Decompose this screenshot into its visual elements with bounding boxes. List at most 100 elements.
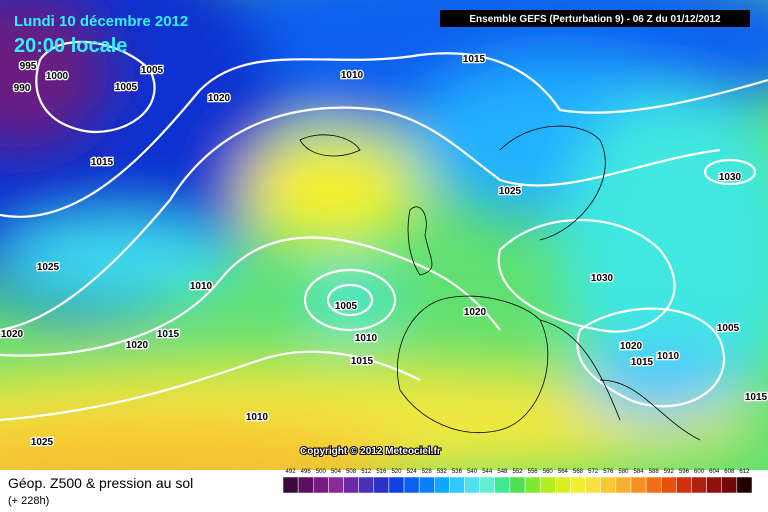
isobar-label: 1025	[37, 262, 60, 273]
scale-label: 592	[664, 469, 675, 475]
scale-label: 548	[497, 469, 508, 475]
scale-swatch	[721, 476, 738, 494]
forecast-date: Lundi 10 décembre 2012	[14, 13, 188, 30]
scale-label: 532	[437, 469, 448, 475]
scale-swatch	[645, 476, 662, 494]
scale-swatch	[585, 476, 601, 494]
isobar-label: 1015	[463, 54, 486, 65]
isobar-label: 1020	[464, 307, 487, 318]
isobar-label: 1020	[620, 341, 643, 352]
forecast-time: 20:00 locale	[14, 35, 127, 57]
scale-swatch	[555, 476, 571, 494]
scale-swatch	[297, 476, 314, 494]
scale-label: 516	[376, 469, 387, 475]
scale-swatch	[358, 476, 375, 494]
scale-swatch	[706, 476, 722, 494]
isobar-label: 1020	[1, 329, 24, 340]
scale-swatch	[388, 476, 405, 494]
isobar-label: 1010	[657, 351, 680, 362]
scale-swatch	[570, 476, 586, 494]
scale-label: 504	[331, 469, 342, 475]
scale-swatch	[449, 476, 465, 494]
scale-swatch	[434, 476, 450, 494]
scale-label: 492	[286, 469, 297, 475]
isobar-label: 990	[14, 83, 31, 94]
isobar-label: 1015	[631, 357, 654, 368]
scale-label: 560	[543, 469, 554, 475]
isobar-label: 1005	[141, 65, 164, 76]
scale-label: 500	[316, 469, 327, 475]
scale-label: 544	[482, 469, 493, 475]
copyright: Copyright © 2012 Meteociel.fr	[300, 446, 441, 457]
scale-swatch	[600, 476, 617, 494]
scale-swatch	[373, 476, 390, 494]
scale-label: 572	[588, 469, 599, 475]
scale-label: 508	[346, 469, 357, 475]
scale-label: 556	[528, 469, 539, 475]
isobar-label: 1005	[115, 82, 138, 93]
isobar-label: 1010	[355, 333, 378, 344]
scale-swatch	[660, 476, 677, 494]
isobar-label: 1005	[717, 323, 740, 334]
scale-label: 580	[618, 469, 629, 475]
footer-lead: (+ 228h)	[8, 495, 49, 507]
scale-swatch	[313, 476, 329, 494]
scale-label: 536	[452, 469, 463, 475]
scale-swatch	[630, 476, 647, 494]
isobar-label: 1015	[91, 157, 114, 168]
scale-swatch	[403, 476, 420, 494]
isobar-label: 1010	[341, 70, 364, 81]
run-info: Ensemble GEFS (Perturbation 9) - 06 Z du…	[469, 14, 721, 25]
scale-swatch	[418, 476, 435, 494]
scale-swatch	[676, 476, 692, 494]
scale-swatch	[494, 476, 511, 494]
isobar-label: 1020	[126, 340, 149, 351]
scale-swatch	[464, 476, 480, 494]
scale-label: 600	[694, 469, 705, 475]
scale-swatch	[736, 476, 753, 494]
footer-title: Géop. Z500 & pression au sol	[8, 475, 193, 491]
scale-label: 604	[709, 469, 720, 475]
scale-label: 552	[512, 469, 523, 475]
isobar-label: 1005	[335, 301, 358, 312]
isobar-label: 1010	[246, 412, 269, 423]
isobar-label: 1015	[157, 329, 180, 340]
isobar-lines	[0, 40, 768, 422]
scale-label: 588	[649, 469, 660, 475]
scale-label: 512	[361, 469, 372, 475]
scale-label: 524	[407, 469, 418, 475]
coastlines	[299, 125, 701, 441]
scale-label: 528	[422, 469, 433, 475]
scale-label: 612	[739, 469, 750, 475]
scale-label: 568	[573, 469, 584, 475]
isobar-label: 1015	[351, 356, 374, 367]
isobar-label: 1020	[208, 93, 231, 104]
scale-label: 576	[603, 469, 614, 475]
isobar-label: 1030	[719, 172, 742, 183]
isobar-label: 1015	[745, 392, 768, 403]
scale-swatch	[328, 476, 344, 494]
scale-swatch	[479, 476, 496, 494]
color-scale: 492 496 500 504 508 512 516 520 524 528 532 536 540 5…	[282, 469, 753, 494]
scale-label: 496	[301, 469, 312, 475]
isobar-label: 1025	[499, 186, 522, 197]
scale-swatch	[282, 476, 299, 494]
scale-swatch	[539, 476, 556, 494]
scale-swatch	[524, 476, 541, 494]
isobar-labels: 9951000990100510051020101010151015102510…	[0, 53, 768, 450]
isobar-label: 1000	[46, 71, 69, 82]
isobar-label: 1030	[591, 273, 614, 284]
isobar-label: 1025	[31, 437, 54, 448]
scale-label: 584	[634, 469, 645, 475]
run-banner	[440, 10, 750, 27]
scale-swatch	[615, 476, 632, 494]
isobar-label: 995	[20, 61, 37, 72]
scale-swatch	[509, 476, 526, 494]
isobar-label: 1010	[190, 281, 213, 292]
scale-swatch	[343, 476, 359, 494]
scale-label: 520	[391, 469, 402, 475]
scale-label: 564	[558, 469, 569, 475]
